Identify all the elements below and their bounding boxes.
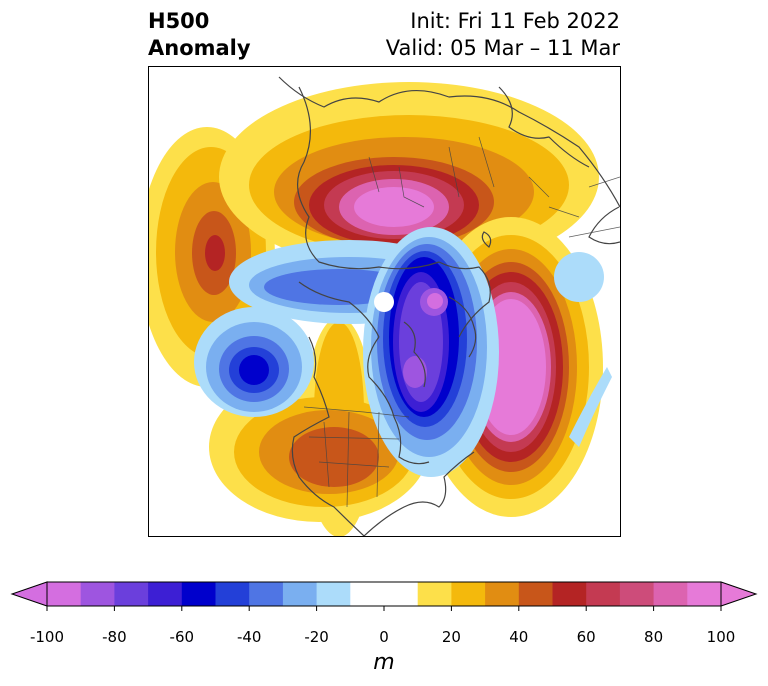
gulf-of-alaska-trough [194, 307, 314, 417]
colorbar [10, 581, 758, 611]
colorbar-bin [653, 582, 688, 606]
colorbar-bin [518, 582, 553, 606]
colorbar-bin [619, 582, 655, 606]
colorbar-bin [148, 582, 183, 606]
title-init: Init: Fri 11 Feb 2022 [410, 9, 620, 33]
colorbar-tick-label: 40 [509, 628, 529, 646]
colorbar-bin [316, 582, 351, 606]
colorbar-bin [47, 582, 82, 606]
plot-title-right: Init: Fri 11 Feb 2022 Valid: 05 Mar – 11… [386, 8, 620, 62]
colorbar-extend-low [10, 581, 48, 607]
colorbar-extend-high [720, 581, 758, 607]
colorbar-tick-label: -100 [29, 628, 65, 646]
colorbar-tick-label: -80 [102, 628, 127, 646]
anomaly-map [148, 66, 621, 537]
colorbar-bin [350, 582, 419, 606]
colorbar-bin [451, 582, 486, 606]
colorbar-bin [114, 582, 149, 606]
colorbar-tick-label: 100 [706, 628, 736, 646]
plot-title-left: H500 Anomaly [148, 8, 251, 62]
colorbar-bin [181, 582, 216, 606]
colorbar-bin [485, 582, 520, 606]
title-valid: Valid: 05 Mar – 11 Mar [385, 36, 620, 60]
title-type: Anomaly [148, 36, 251, 60]
colorbar-tick-label: 0 [379, 628, 389, 646]
title-variable: H500 [148, 9, 210, 33]
political-borders [303, 136, 620, 508]
colorbar-tick-label: 20 [441, 628, 461, 646]
colorbar-bin [282, 582, 318, 606]
colorbar-tick-label: 60 [576, 628, 596, 646]
colorbar-bin [586, 582, 621, 606]
colorbar-tick-label: -60 [169, 628, 195, 646]
colorbar-bin [80, 582, 115, 606]
colorbar-tick-label: 80 [644, 628, 664, 646]
coastlines [278, 76, 620, 536]
colorbar-tick-label: -40 [236, 628, 262, 646]
colorbar-tick-label: -20 [304, 628, 329, 646]
arctic-trough [229, 227, 499, 477]
map-svg [149, 76, 620, 536]
colorbar-bin [215, 582, 250, 606]
colorbar-units: m [373, 650, 395, 675]
east-atlantic-trough [554, 252, 612, 447]
colorbar-bin [417, 582, 452, 606]
colorbar-bin [249, 582, 284, 606]
colorbar-bin [687, 582, 722, 606]
colorbar-bin [552, 582, 587, 606]
